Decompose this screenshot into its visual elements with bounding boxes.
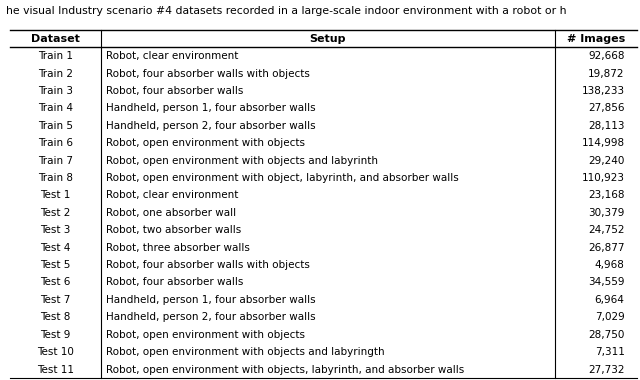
Text: Test 10: Test 10 (36, 347, 74, 357)
Text: 28,750: 28,750 (588, 330, 625, 340)
Text: Train 8: Train 8 (38, 173, 72, 183)
Text: Robot, three absorber walls: Robot, three absorber walls (106, 243, 250, 253)
Text: Train 5: Train 5 (38, 121, 72, 131)
Text: 4,968: 4,968 (595, 260, 625, 270)
Text: 28,113: 28,113 (588, 121, 625, 131)
Text: 92,668: 92,668 (588, 51, 625, 61)
Text: # Images: # Images (567, 34, 625, 44)
Text: Train 2: Train 2 (38, 68, 72, 79)
Text: Test 9: Test 9 (40, 330, 70, 340)
Text: Robot, one absorber wall: Robot, one absorber wall (106, 208, 236, 218)
Text: 29,240: 29,240 (588, 155, 625, 166)
Text: 138,233: 138,233 (582, 86, 625, 96)
Text: Test 5: Test 5 (40, 260, 70, 270)
Text: Handheld, person 1, four absorber walls: Handheld, person 1, four absorber walls (106, 103, 316, 113)
Text: Robot, clear environment: Robot, clear environment (106, 51, 238, 61)
Text: Test 6: Test 6 (40, 277, 70, 288)
Text: Robot, open environment with objects and labyrinth: Robot, open environment with objects and… (106, 155, 378, 166)
Text: Test 11: Test 11 (36, 364, 74, 375)
Text: 27,732: 27,732 (588, 364, 625, 375)
Text: Robot, two absorber walls: Robot, two absorber walls (106, 225, 241, 235)
Text: he visual Industry scenario #4 datasets recorded in a large-scale indoor environ: he visual Industry scenario #4 datasets … (6, 6, 567, 16)
Text: 26,877: 26,877 (588, 243, 625, 253)
Text: 24,752: 24,752 (588, 225, 625, 235)
Text: Setup: Setup (310, 34, 346, 44)
Text: Robot, open environment with objects: Robot, open environment with objects (106, 138, 305, 148)
Text: Robot, clear environment: Robot, clear environment (106, 190, 238, 200)
Text: Train 6: Train 6 (38, 138, 72, 148)
Text: 7,311: 7,311 (595, 347, 625, 357)
Text: 6,964: 6,964 (595, 295, 625, 305)
Text: Robot, four absorber walls: Robot, four absorber walls (106, 86, 243, 96)
Text: Test 3: Test 3 (40, 225, 70, 235)
Text: Robot, four absorber walls: Robot, four absorber walls (106, 277, 243, 288)
Text: Robot, open environment with objects: Robot, open environment with objects (106, 330, 305, 340)
Text: Test 1: Test 1 (40, 190, 70, 200)
Text: 30,379: 30,379 (588, 208, 625, 218)
Text: 110,923: 110,923 (582, 173, 625, 183)
Text: Robot, four absorber walls with objects: Robot, four absorber walls with objects (106, 68, 310, 79)
Text: Robot, open environment with object, labyrinth, and absorber walls: Robot, open environment with object, lab… (106, 173, 458, 183)
Text: 7,029: 7,029 (595, 312, 625, 322)
Text: Train 1: Train 1 (38, 51, 72, 61)
Text: 19,872: 19,872 (588, 68, 625, 79)
Text: Handheld, person 1, four absorber walls: Handheld, person 1, four absorber walls (106, 295, 316, 305)
Text: 34,559: 34,559 (588, 277, 625, 288)
Text: 114,998: 114,998 (582, 138, 625, 148)
Text: Train 3: Train 3 (38, 86, 72, 96)
Text: Robot, open environment with objects and labyringth: Robot, open environment with objects and… (106, 347, 384, 357)
Text: Test 8: Test 8 (40, 312, 70, 322)
Text: Handheld, person 2, four absorber walls: Handheld, person 2, four absorber walls (106, 121, 316, 131)
Text: Test 2: Test 2 (40, 208, 70, 218)
Text: Dataset: Dataset (31, 34, 79, 44)
Text: Train 4: Train 4 (38, 103, 72, 113)
Text: Test 4: Test 4 (40, 243, 70, 253)
Text: Train 7: Train 7 (38, 155, 72, 166)
Text: Test 7: Test 7 (40, 295, 70, 305)
Text: Robot, four absorber walls with objects: Robot, four absorber walls with objects (106, 260, 310, 270)
Text: 27,856: 27,856 (588, 103, 625, 113)
Text: Handheld, person 2, four absorber walls: Handheld, person 2, four absorber walls (106, 312, 316, 322)
Text: 23,168: 23,168 (588, 190, 625, 200)
Text: Robot, open environment with objects, labyrinth, and absorber walls: Robot, open environment with objects, la… (106, 364, 464, 375)
